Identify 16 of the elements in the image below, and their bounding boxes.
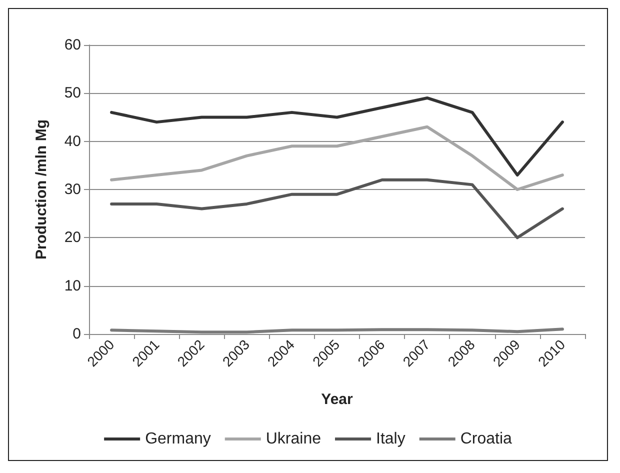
line-series	[110, 125, 564, 191]
y-tick-label: 30	[64, 181, 81, 198]
y-tick-label: 50	[64, 84, 81, 102]
line-series	[110, 178, 564, 240]
y-tick-label: 60	[64, 36, 81, 54]
x-axis-title: Year	[321, 391, 354, 408]
legend-label: Ukraine	[266, 430, 322, 448]
y-tick-label: 40	[64, 132, 81, 150]
y-tick-label: 20	[64, 229, 81, 246]
line-series	[110, 96, 564, 177]
y-tick-label: 10	[64, 277, 81, 294]
legend-label: Croatia	[460, 430, 512, 448]
y-tick-label: 0	[72, 326, 81, 342]
legend-label: Germany	[145, 430, 211, 448]
legend-label: Italy	[376, 430, 406, 448]
y-axis-title: Production /mln Mg	[33, 120, 50, 260]
